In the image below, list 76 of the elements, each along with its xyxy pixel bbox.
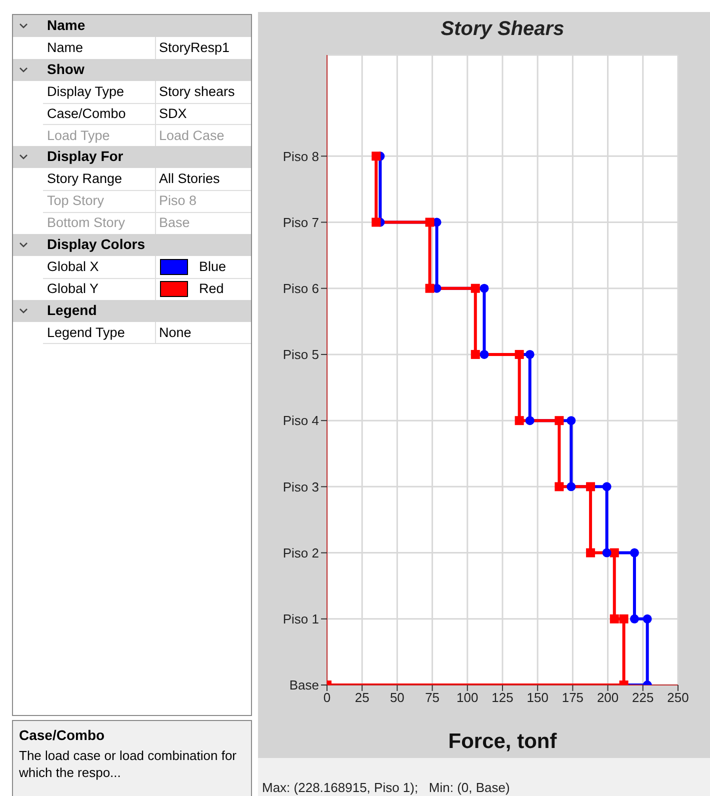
point: [642, 614, 652, 624]
x-tick-label: 200: [596, 690, 619, 706]
text: SDX: [159, 106, 187, 121]
y-tick-label: Piso 5: [282, 347, 319, 362]
text: Load Type: [47, 128, 110, 142]
text: Name: [47, 17, 86, 33]
y-tick-label: Base: [289, 678, 319, 693]
point: [630, 548, 639, 558]
x-tick-label: 150: [526, 690, 548, 706]
point: [525, 416, 534, 426]
text: Story Range: [47, 171, 122, 186]
point: [610, 614, 619, 624]
x-axis-title: Force, tonf: [448, 730, 558, 753]
x-tick-label: 250: [667, 690, 689, 706]
point: [372, 218, 381, 227]
x-tick-label: 75: [425, 690, 440, 706]
x-tick-label: 225: [632, 690, 654, 706]
x-tick-label: 125: [492, 690, 514, 706]
text: Load Case: [159, 128, 224, 142]
text: Bottom Story: [47, 215, 126, 230]
point: [425, 284, 434, 293]
text: Top Story: [47, 193, 104, 208]
point: [372, 152, 381, 161]
point: [566, 482, 576, 492]
x-tick-label: 50: [390, 690, 404, 706]
text: Story shears: [159, 84, 235, 99]
text: Display For: [47, 148, 124, 164]
point: [586, 548, 596, 558]
text: The load case or load combination for which the respo...: [19, 747, 238, 781]
point: [610, 548, 619, 558]
y-tick-label: Piso 8: [282, 148, 319, 164]
text: None: [159, 324, 192, 340]
point: [514, 416, 524, 426]
text: Case/Combo: [19, 727, 105, 743]
y-tick-label: Piso 6: [282, 280, 319, 296]
text: Base: [159, 215, 190, 230]
point: [480, 350, 489, 359]
text: Blue: [199, 258, 226, 274]
x-tick-label: 0: [323, 690, 331, 706]
text: Display Colors: [47, 236, 146, 252]
point: [470, 350, 480, 359]
y-tick-label: Piso 3: [282, 479, 319, 494]
point: [630, 614, 639, 624]
x-tick-label: 25: [354, 690, 370, 706]
text: Legend Type: [47, 324, 125, 340]
point: [602, 548, 612, 558]
point: [586, 482, 596, 492]
text: Name: [47, 40, 84, 55]
y-tick-label: Piso 7: [282, 214, 319, 230]
text: All Stories: [159, 171, 220, 186]
text: StoryResp1: [159, 40, 230, 55]
x-tick-label: 175: [562, 690, 584, 706]
point: [619, 614, 628, 624]
text: Red: [199, 280, 224, 296]
point: [514, 350, 524, 359]
chart-title: Story Shears: [440, 18, 566, 41]
text: Case/Combo: [47, 106, 126, 121]
point: [554, 416, 564, 426]
point: [602, 482, 612, 492]
y-tick-label: Piso 4: [282, 413, 319, 428]
point: [480, 284, 489, 293]
point: [554, 482, 564, 492]
point: [566, 416, 576, 426]
point: [525, 350, 534, 359]
text: Global Y: [47, 280, 99, 296]
point: [425, 218, 434, 227]
y-tick-label: Piso 1: [282, 612, 319, 627]
point: [470, 284, 480, 293]
x-tick-label: 100: [456, 690, 478, 706]
text: Piso 8: [159, 193, 197, 208]
text: Global X: [47, 258, 99, 274]
text: Display Type: [47, 84, 124, 99]
text: Max: (228.168915, Piso 1); Min: (0, Base): [262, 780, 510, 795]
y-tick-label: Piso 2: [282, 545, 319, 560]
text: Legend: [47, 302, 97, 318]
text: Show: [47, 60, 84, 77]
